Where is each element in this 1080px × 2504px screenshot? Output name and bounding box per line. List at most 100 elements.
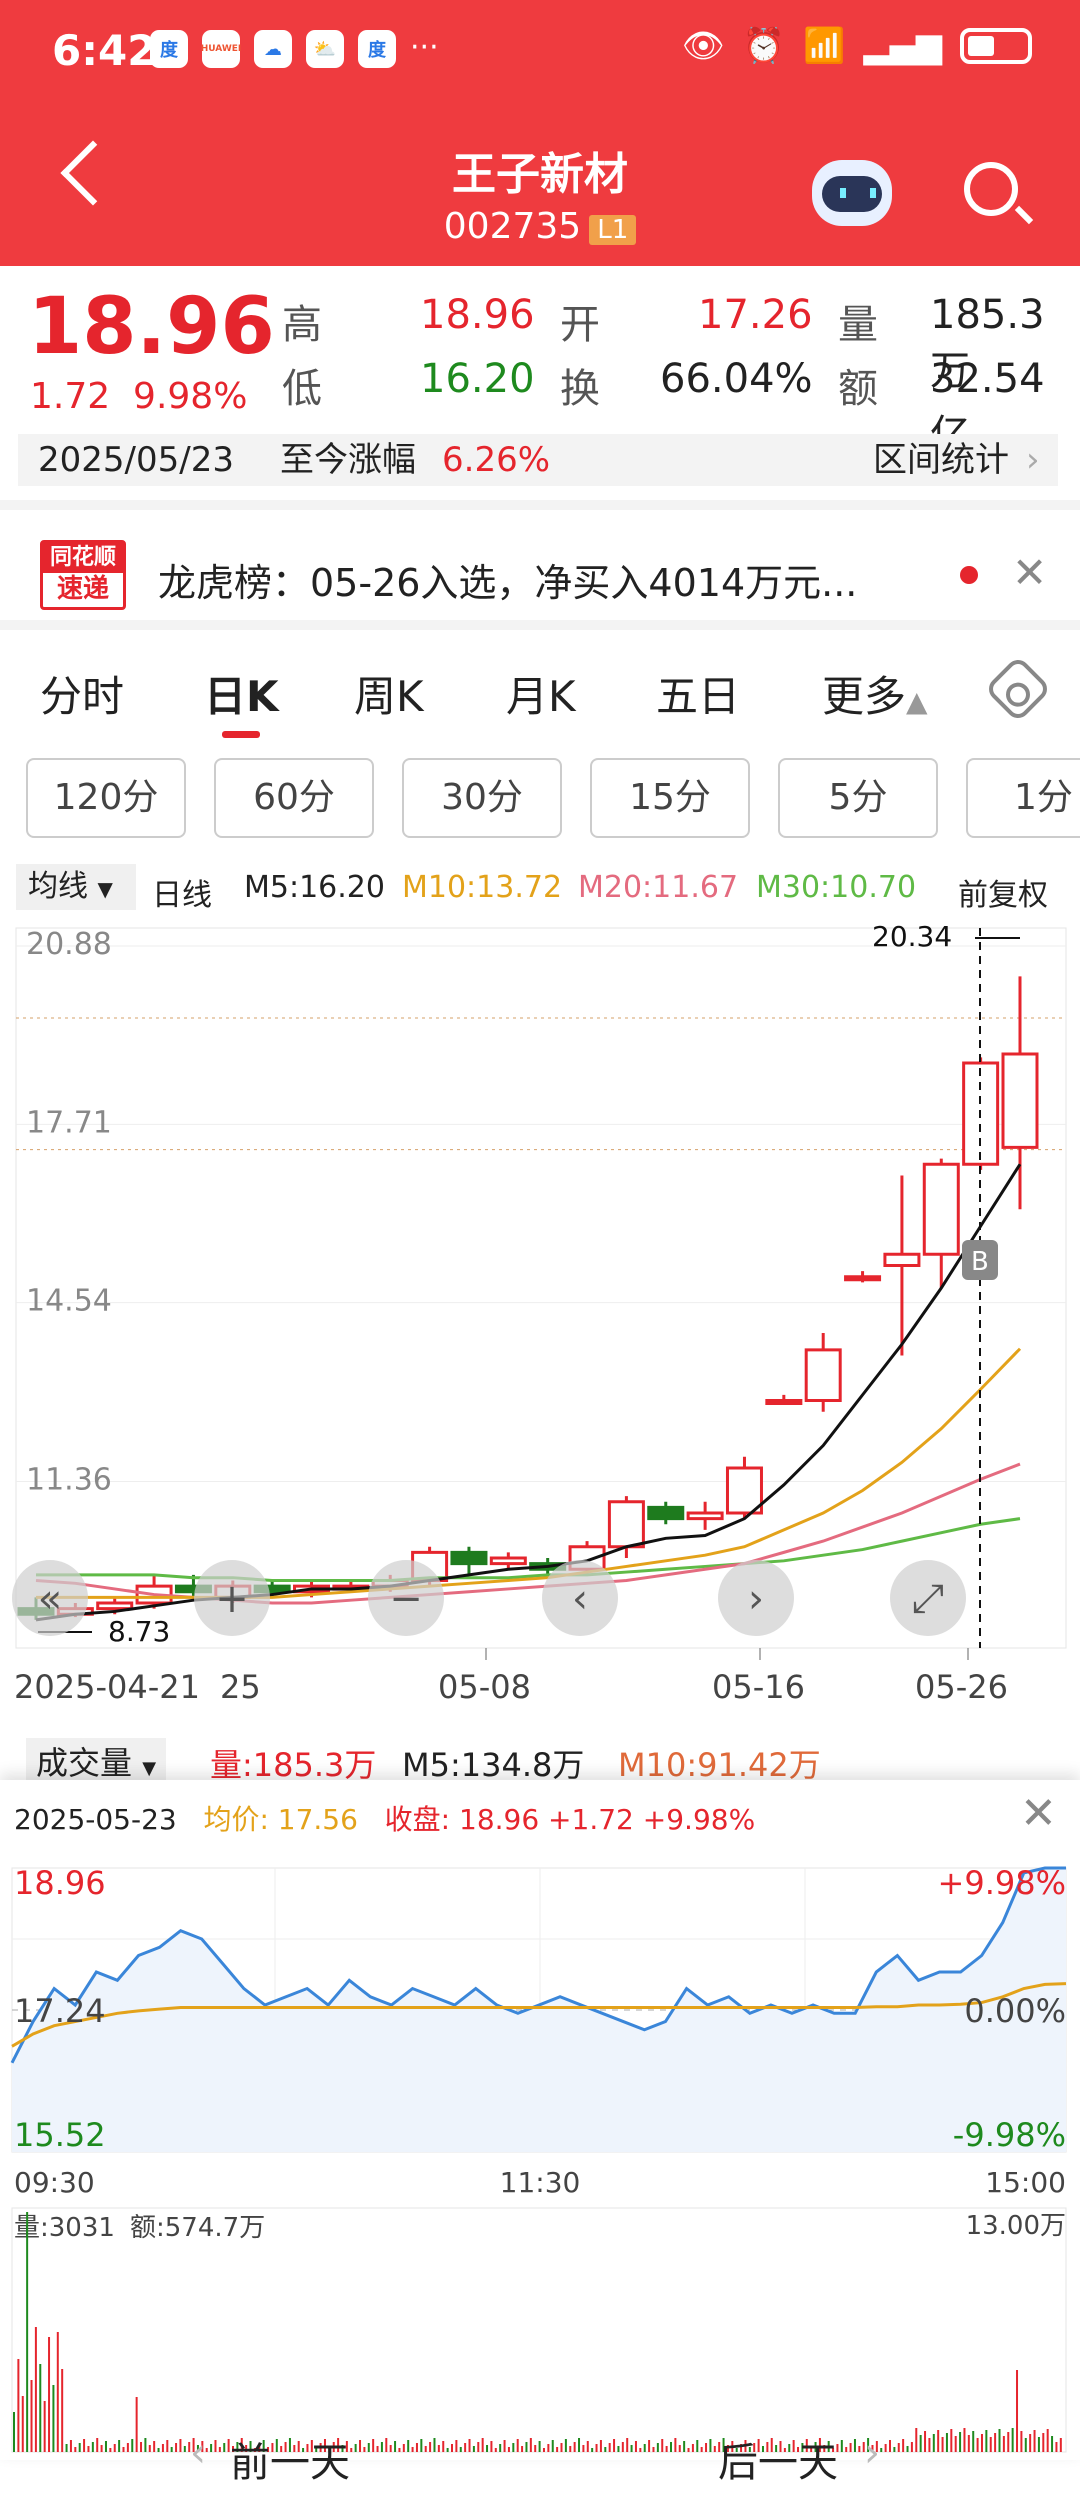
period-30min[interactable]: 30分 [402, 758, 562, 838]
tab-monthly-k[interactable]: 月K [506, 672, 576, 721]
close-icon[interactable]: ✕ [1012, 548, 1048, 597]
ma30-label: M30:10.70 [756, 870, 917, 905]
day-navigation: ‹ 前一天 后一天 › [0, 2412, 1080, 2504]
min-label: 8.73 [108, 1615, 170, 1648]
label-open: 开 [560, 302, 600, 348]
label-high: 高 [282, 302, 322, 348]
gain-pct: 6.26% [442, 440, 551, 480]
period-60min[interactable]: 60分 [214, 758, 374, 838]
pct-low-label: -9.98% [953, 2116, 1066, 2154]
plot-area [15, 927, 1067, 1649]
close-icon[interactable]: ✕ [1020, 1788, 1057, 1839]
alarm-icon: ⏰ [742, 26, 786, 66]
high-value: 18.96 [420, 292, 535, 338]
time-label: 11:30 [500, 2166, 581, 2199]
cloud-icon: ☁ [254, 30, 292, 68]
candle-body [962, 1061, 1000, 1166]
kline-chart[interactable]: 20.88 17.71 14.54 11.36 B 20.34 8.73 2025-04-21… [0, 918, 1080, 1738]
time-label: 15:00 [985, 2166, 1066, 2199]
settings-icon[interactable] [984, 655, 1052, 723]
more-icon: ··· [410, 30, 439, 65]
notification-icons: 度 HUAWEI ☁ ⛅ 度 ··· [150, 30, 439, 68]
date-bar[interactable]: 2025/05/23 至今涨幅 6.26% 区间统计 › [18, 434, 1058, 486]
candle-body [96, 1601, 134, 1611]
price-mid-label: 17.24 [14, 1992, 106, 2030]
label-volume: 量 [838, 302, 878, 348]
candle-body [844, 1275, 882, 1282]
y-tick-label: 20.88 [26, 927, 112, 962]
period-15min[interactable]: 15分 [590, 758, 750, 838]
volume-selector[interactable]: 成交量 ▼ [26, 1738, 167, 1784]
ma-button[interactable]: 均线 ▼ [16, 864, 136, 910]
change-value: 1.72 [30, 376, 111, 417]
pan-right-button-glyph: › [748, 1576, 764, 1622]
prev-day-button[interactable]: 前一天 [230, 2440, 350, 2486]
caret-down-icon: ▼ [97, 877, 113, 901]
price-change: 1.72 9.98% [30, 376, 247, 417]
tab-more-label: 更多 [822, 672, 907, 721]
pan-right-button[interactable]: › [718, 1560, 794, 1636]
open-value: 17.26 [698, 292, 813, 338]
range-stat-button[interactable]: 区间统计 [873, 440, 1009, 480]
robot-assistant-icon[interactable] [812, 160, 892, 226]
pan-left-button[interactable]: ‹ [542, 1560, 618, 1636]
search-icon[interactable] [964, 162, 1018, 216]
current-price: 18.96 [28, 282, 275, 372]
b-marker-text: B [971, 1247, 989, 1277]
period-120min[interactable]: 120分 [26, 758, 186, 838]
fast-backward-button[interactable]: « [12, 1560, 88, 1636]
volume-value: 量:185.3万 [210, 1746, 377, 1784]
period-buttons: 120分 60分 30分 15分 5分 1分 [0, 758, 1080, 842]
tab-more[interactable]: 更多▲ [822, 663, 928, 724]
intraday-amt-label: 额:574.7万 [130, 2213, 265, 2243]
news-banner[interactable]: 同花顺 速递 龙虎榜：05-26入选，净买入4014万元... ✕ [0, 500, 1080, 630]
fullscreen-button[interactable]: ⤢ [890, 1560, 966, 1636]
x-tick-label: 2025-04-21 [14, 1668, 200, 1706]
ma5-label: M5:16.20 [244, 870, 385, 905]
adjust-label[interactable]: 前复权 [958, 878, 1048, 913]
price-high-label: 18.96 [14, 1864, 106, 1902]
ma10-label: M10:13.72 [402, 870, 563, 905]
status-bar: 6:42 度 HUAWEI ☁ ⛅ 度 ··· 👁 ⏰ 📶 ▂▄▆ [0, 0, 1080, 110]
period-1min[interactable]: 1分 [966, 758, 1080, 838]
zoom-in-button[interactable]: + [194, 1560, 270, 1636]
intraday-header: 2025-05-23 均价: 17.56 收盘: 18.96 +1.72 +9.… [14, 1798, 755, 1838]
baidu-icon: 度 [358, 30, 396, 68]
level-badge: L1 [589, 215, 637, 245]
candle-body [489, 1556, 527, 1566]
pan-left-button-bg [542, 1560, 618, 1636]
candle-body [922, 1162, 960, 1256]
tab-daily-k[interactable]: 日K [204, 672, 279, 721]
time-label: 09:30 [14, 2166, 95, 2199]
candle-body [450, 1550, 488, 1566]
next-day-button[interactable]: 后一天 [718, 2440, 838, 2486]
zoom-out-button-bg [368, 1560, 444, 1636]
fast-backward-button-glyph: « [38, 1576, 62, 1622]
zoom-out-button[interactable]: − [368, 1560, 444, 1636]
pan-left-button-glyph: ‹ [572, 1576, 588, 1622]
tab-weekly-k[interactable]: 周K [354, 672, 424, 721]
max-label: 20.34 [872, 920, 952, 953]
weather-icon: ⛅ [306, 30, 344, 68]
intraday-chart[interactable]: 18.96 17.24 15.52 +9.98% 0.00% -9.98% 09:30 11:… [0, 1860, 1080, 2460]
candle-body [725, 1466, 763, 1515]
volume-value: 185.3万 [930, 292, 1045, 394]
volume-selector-label: 成交量 [36, 1744, 133, 1782]
fast-backward-button-bg [12, 1560, 88, 1636]
low-value: 16.20 [420, 356, 535, 402]
kline-kind: 日线 [152, 878, 212, 913]
price-line [10, 1866, 1066, 2064]
period-5min[interactable]: 5分 [778, 758, 938, 838]
tab-five-day[interactable]: 五日 [656, 672, 741, 721]
news-text[interactable]: 龙虎榜：05-26入选，净买入4014万元... [158, 561, 858, 605]
avg-label: 均价: [203, 1803, 269, 1836]
pct-high-label: +9.98% [938, 1864, 1066, 1902]
stock-code: 002735 L1 [0, 206, 1080, 247]
candle-body [765, 1399, 803, 1405]
vol-max-label: 13.00万 [966, 2211, 1066, 2241]
battery-icon [960, 28, 1032, 64]
y-tick-label: 17.71 [26, 1105, 112, 1140]
tab-intraday[interactable]: 分时 [40, 672, 125, 721]
ma-button-label: 均线 [28, 869, 88, 904]
caret-down-icon: ▼ [142, 1758, 157, 1779]
